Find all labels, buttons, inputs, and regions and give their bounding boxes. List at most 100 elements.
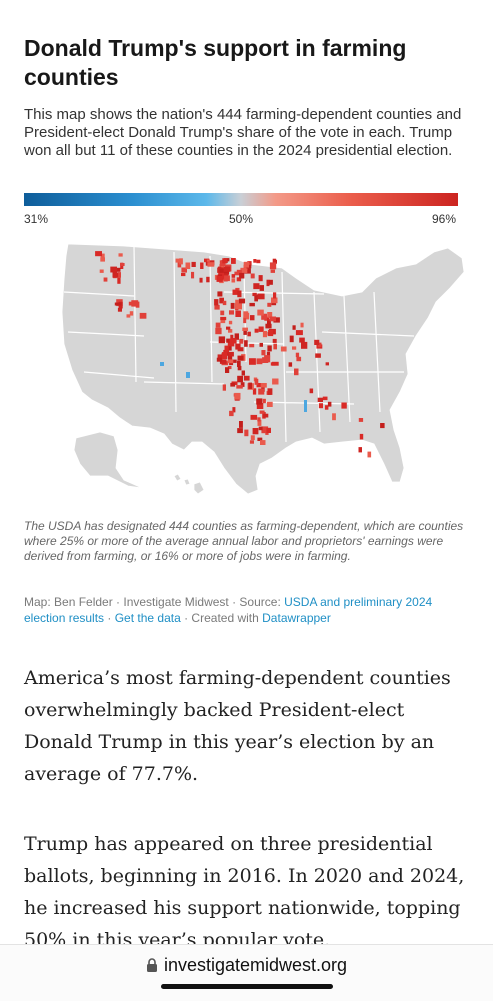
- county-shape: [239, 338, 244, 344]
- county-shape: [258, 388, 265, 395]
- county-shape: [235, 343, 241, 350]
- county-shape: [177, 262, 182, 268]
- county-shape: [95, 251, 102, 257]
- county-shape: [295, 330, 303, 336]
- county-shape: [271, 297, 278, 304]
- county-shape: [215, 327, 222, 335]
- county-shape: [222, 300, 227, 306]
- get-data-link[interactable]: Get the data: [114, 611, 181, 625]
- county-shape: [240, 382, 245, 387]
- county-shape: [267, 302, 272, 307]
- county-shape: [272, 258, 277, 265]
- county-shape: [268, 330, 274, 337]
- browser-address-bar[interactable]: investigatemidwest.org: [0, 944, 493, 1001]
- county-shape: [237, 290, 242, 298]
- source-prefix: Map: Ben Felder · Investigate Midwest · …: [24, 595, 285, 609]
- county-shape: [244, 429, 249, 437]
- county-shape: [227, 359, 234, 364]
- county-shape: [237, 428, 243, 434]
- county-shape: [380, 423, 385, 429]
- county-shape: [207, 262, 215, 267]
- county-shape: [258, 426, 263, 431]
- county-shape: [239, 272, 245, 279]
- county-shape: [228, 354, 233, 361]
- datawrapper-link[interactable]: Datawrapper: [262, 611, 331, 625]
- county-shape: [249, 358, 256, 365]
- county-shape: [231, 359, 237, 363]
- county-shape: [341, 402, 347, 409]
- county-shape: [257, 293, 265, 299]
- county-shape: [243, 375, 250, 381]
- county-shape: [228, 329, 233, 333]
- county-shape: [232, 289, 238, 295]
- contiguous-us-shape: [61, 243, 465, 495]
- county-shape: [292, 325, 296, 330]
- county-shape: [241, 370, 245, 376]
- county-shape: [295, 352, 300, 358]
- county-shape: [234, 333, 239, 340]
- county-shape: [219, 359, 227, 364]
- county-shape: [322, 396, 328, 401]
- home-indicator[interactable]: [161, 984, 333, 989]
- county-shape: [228, 351, 234, 357]
- county-shape: [269, 262, 277, 270]
- county-shape: [126, 314, 131, 318]
- county-shape: [231, 278, 236, 283]
- county-shape: [270, 269, 275, 273]
- county-shape: [262, 398, 266, 404]
- county-shape: [304, 400, 307, 412]
- county-shape: [219, 297, 224, 304]
- county-shape: [249, 440, 254, 444]
- county-shape: [220, 310, 225, 316]
- county-shape: [273, 343, 277, 350]
- county-shape: [114, 302, 122, 306]
- county-shape: [266, 427, 271, 433]
- county-shape: [288, 362, 293, 367]
- county-shape: [358, 418, 364, 422]
- county-shape: [237, 355, 244, 361]
- county-shape: [186, 372, 190, 378]
- county-shape: [250, 435, 255, 441]
- us-county-map[interactable]: [24, 232, 470, 502]
- county-shape: [120, 263, 125, 266]
- county-shape: [272, 361, 279, 366]
- source-separator: ·: [104, 611, 115, 625]
- county-shape: [324, 405, 329, 410]
- county-shape: [263, 413, 269, 418]
- legend-mid-label: 50%: [229, 212, 254, 226]
- county-shape: [249, 343, 255, 348]
- county-shape: [216, 275, 223, 282]
- article-title: Donald Trump's support in farming counti…: [24, 35, 407, 90]
- county-shape: [191, 261, 196, 267]
- county-shape: [235, 303, 242, 310]
- county-shape: [318, 403, 323, 409]
- county-shape: [228, 345, 232, 351]
- county-shape: [249, 302, 255, 307]
- county-shape: [258, 326, 264, 332]
- county-shape: [367, 451, 372, 458]
- dem-won-counties: [160, 362, 307, 412]
- county-shape: [299, 337, 305, 343]
- body-paragraph-1: America’s most farming-dependent countie…: [24, 667, 451, 785]
- browser-url: investigatemidwest.org: [163, 955, 348, 975]
- county-shape: [265, 323, 272, 329]
- county-shape: [258, 275, 263, 282]
- county-shape: [216, 357, 222, 362]
- county-shape: [237, 365, 242, 371]
- county-shape: [231, 338, 237, 344]
- county-shape: [200, 262, 204, 269]
- county-shape: [117, 267, 121, 272]
- county-shape: [266, 401, 273, 407]
- county-shape: [215, 322, 221, 328]
- hawaii-shape: [173, 473, 205, 495]
- county-shape: [243, 330, 247, 335]
- county-shape: [179, 258, 183, 265]
- county-shape: [294, 368, 299, 376]
- county-shape: [239, 421, 243, 428]
- trump-share-counties: [95, 251, 385, 458]
- body-paragraph-2: Trump has appeared on three presidential…: [24, 833, 465, 951]
- county-shape: [269, 316, 276, 322]
- county-shape: [332, 413, 336, 421]
- source-link[interactable]: USDA and preliminary 2024 election resul…: [24, 595, 433, 625]
- county-shape: [100, 253, 105, 261]
